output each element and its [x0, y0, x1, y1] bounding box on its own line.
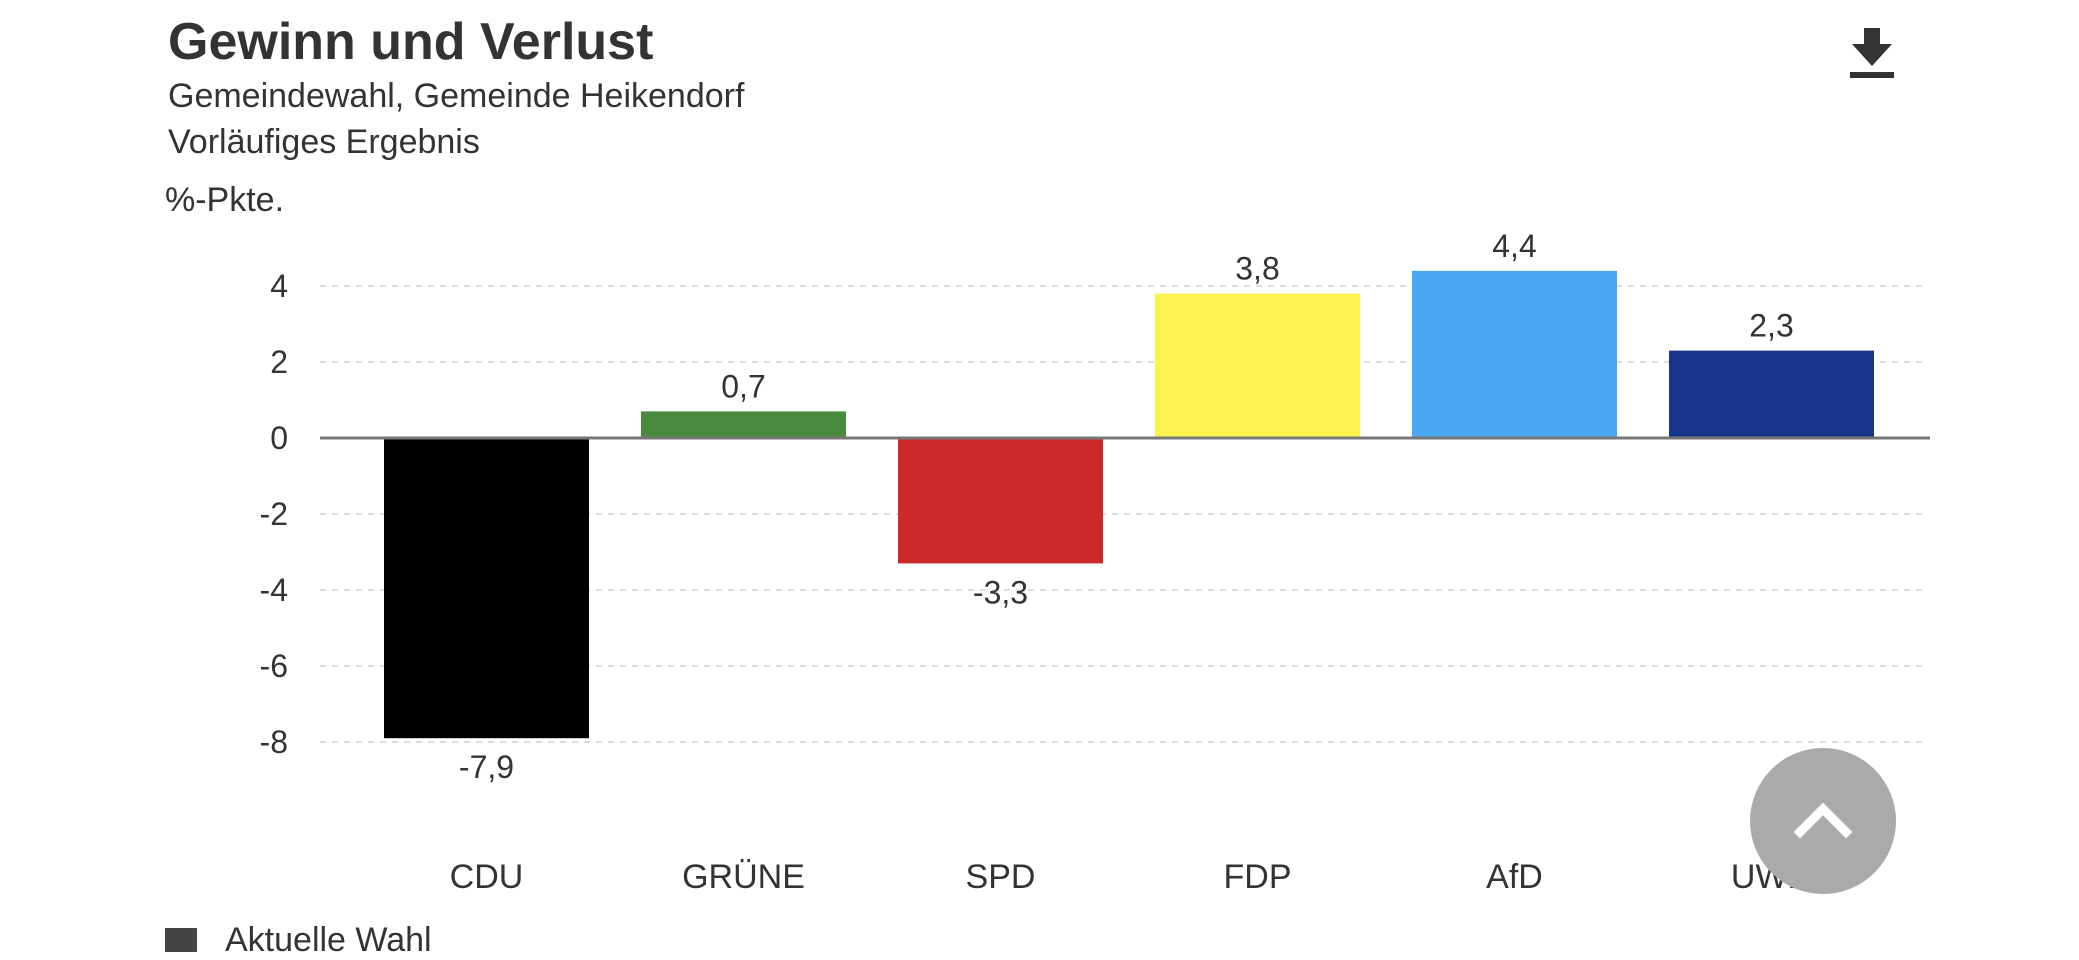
y-tick-label: -2 — [260, 496, 288, 532]
download-icon[interactable] — [1848, 22, 1896, 84]
bar — [384, 438, 589, 739]
x-tick-label: FDP — [1224, 858, 1292, 896]
data-label: 3,8 — [1235, 251, 1279, 287]
x-tick-label: GRÜNE — [682, 858, 805, 896]
y-tick-label: -4 — [260, 572, 288, 608]
bar — [1669, 350, 1874, 438]
data-label: -3,3 — [973, 574, 1028, 610]
legend: Aktuelle Wahl — [165, 918, 432, 960]
y-tick-label: -8 — [260, 724, 288, 760]
y-tick-label: 0 — [270, 420, 288, 456]
y-axis-unit-label: %-Pkte. — [165, 181, 285, 219]
bar — [641, 411, 846, 438]
y-tick-label: 4 — [270, 268, 288, 304]
bar — [1155, 293, 1360, 438]
x-tick-label: AfD — [1486, 858, 1543, 896]
data-label: 4,4 — [1492, 228, 1536, 264]
legend-label: Aktuelle Wahl — [225, 921, 432, 959]
legend-swatch — [165, 928, 197, 952]
bar — [898, 438, 1103, 564]
chart-subtitle: Gemeindewahl, Gemeinde Heikendorf — [168, 77, 745, 115]
chevron-up-icon — [1793, 802, 1853, 839]
x-tick-label: SPD — [966, 858, 1036, 896]
data-label: 2,3 — [1749, 308, 1793, 344]
bar — [1412, 270, 1617, 438]
data-label: 0,7 — [721, 368, 765, 404]
y-tick-label: -6 — [260, 648, 288, 684]
scroll-to-top-button[interactable] — [1750, 748, 1896, 894]
chart-title: Gewinn und Verlust — [168, 13, 654, 71]
y-tick-label: 2 — [270, 344, 288, 380]
chart-status: Vorläufiges Ergebnis — [168, 123, 480, 161]
data-label: -7,9 — [459, 749, 514, 785]
x-tick-label: CDU — [450, 858, 524, 896]
